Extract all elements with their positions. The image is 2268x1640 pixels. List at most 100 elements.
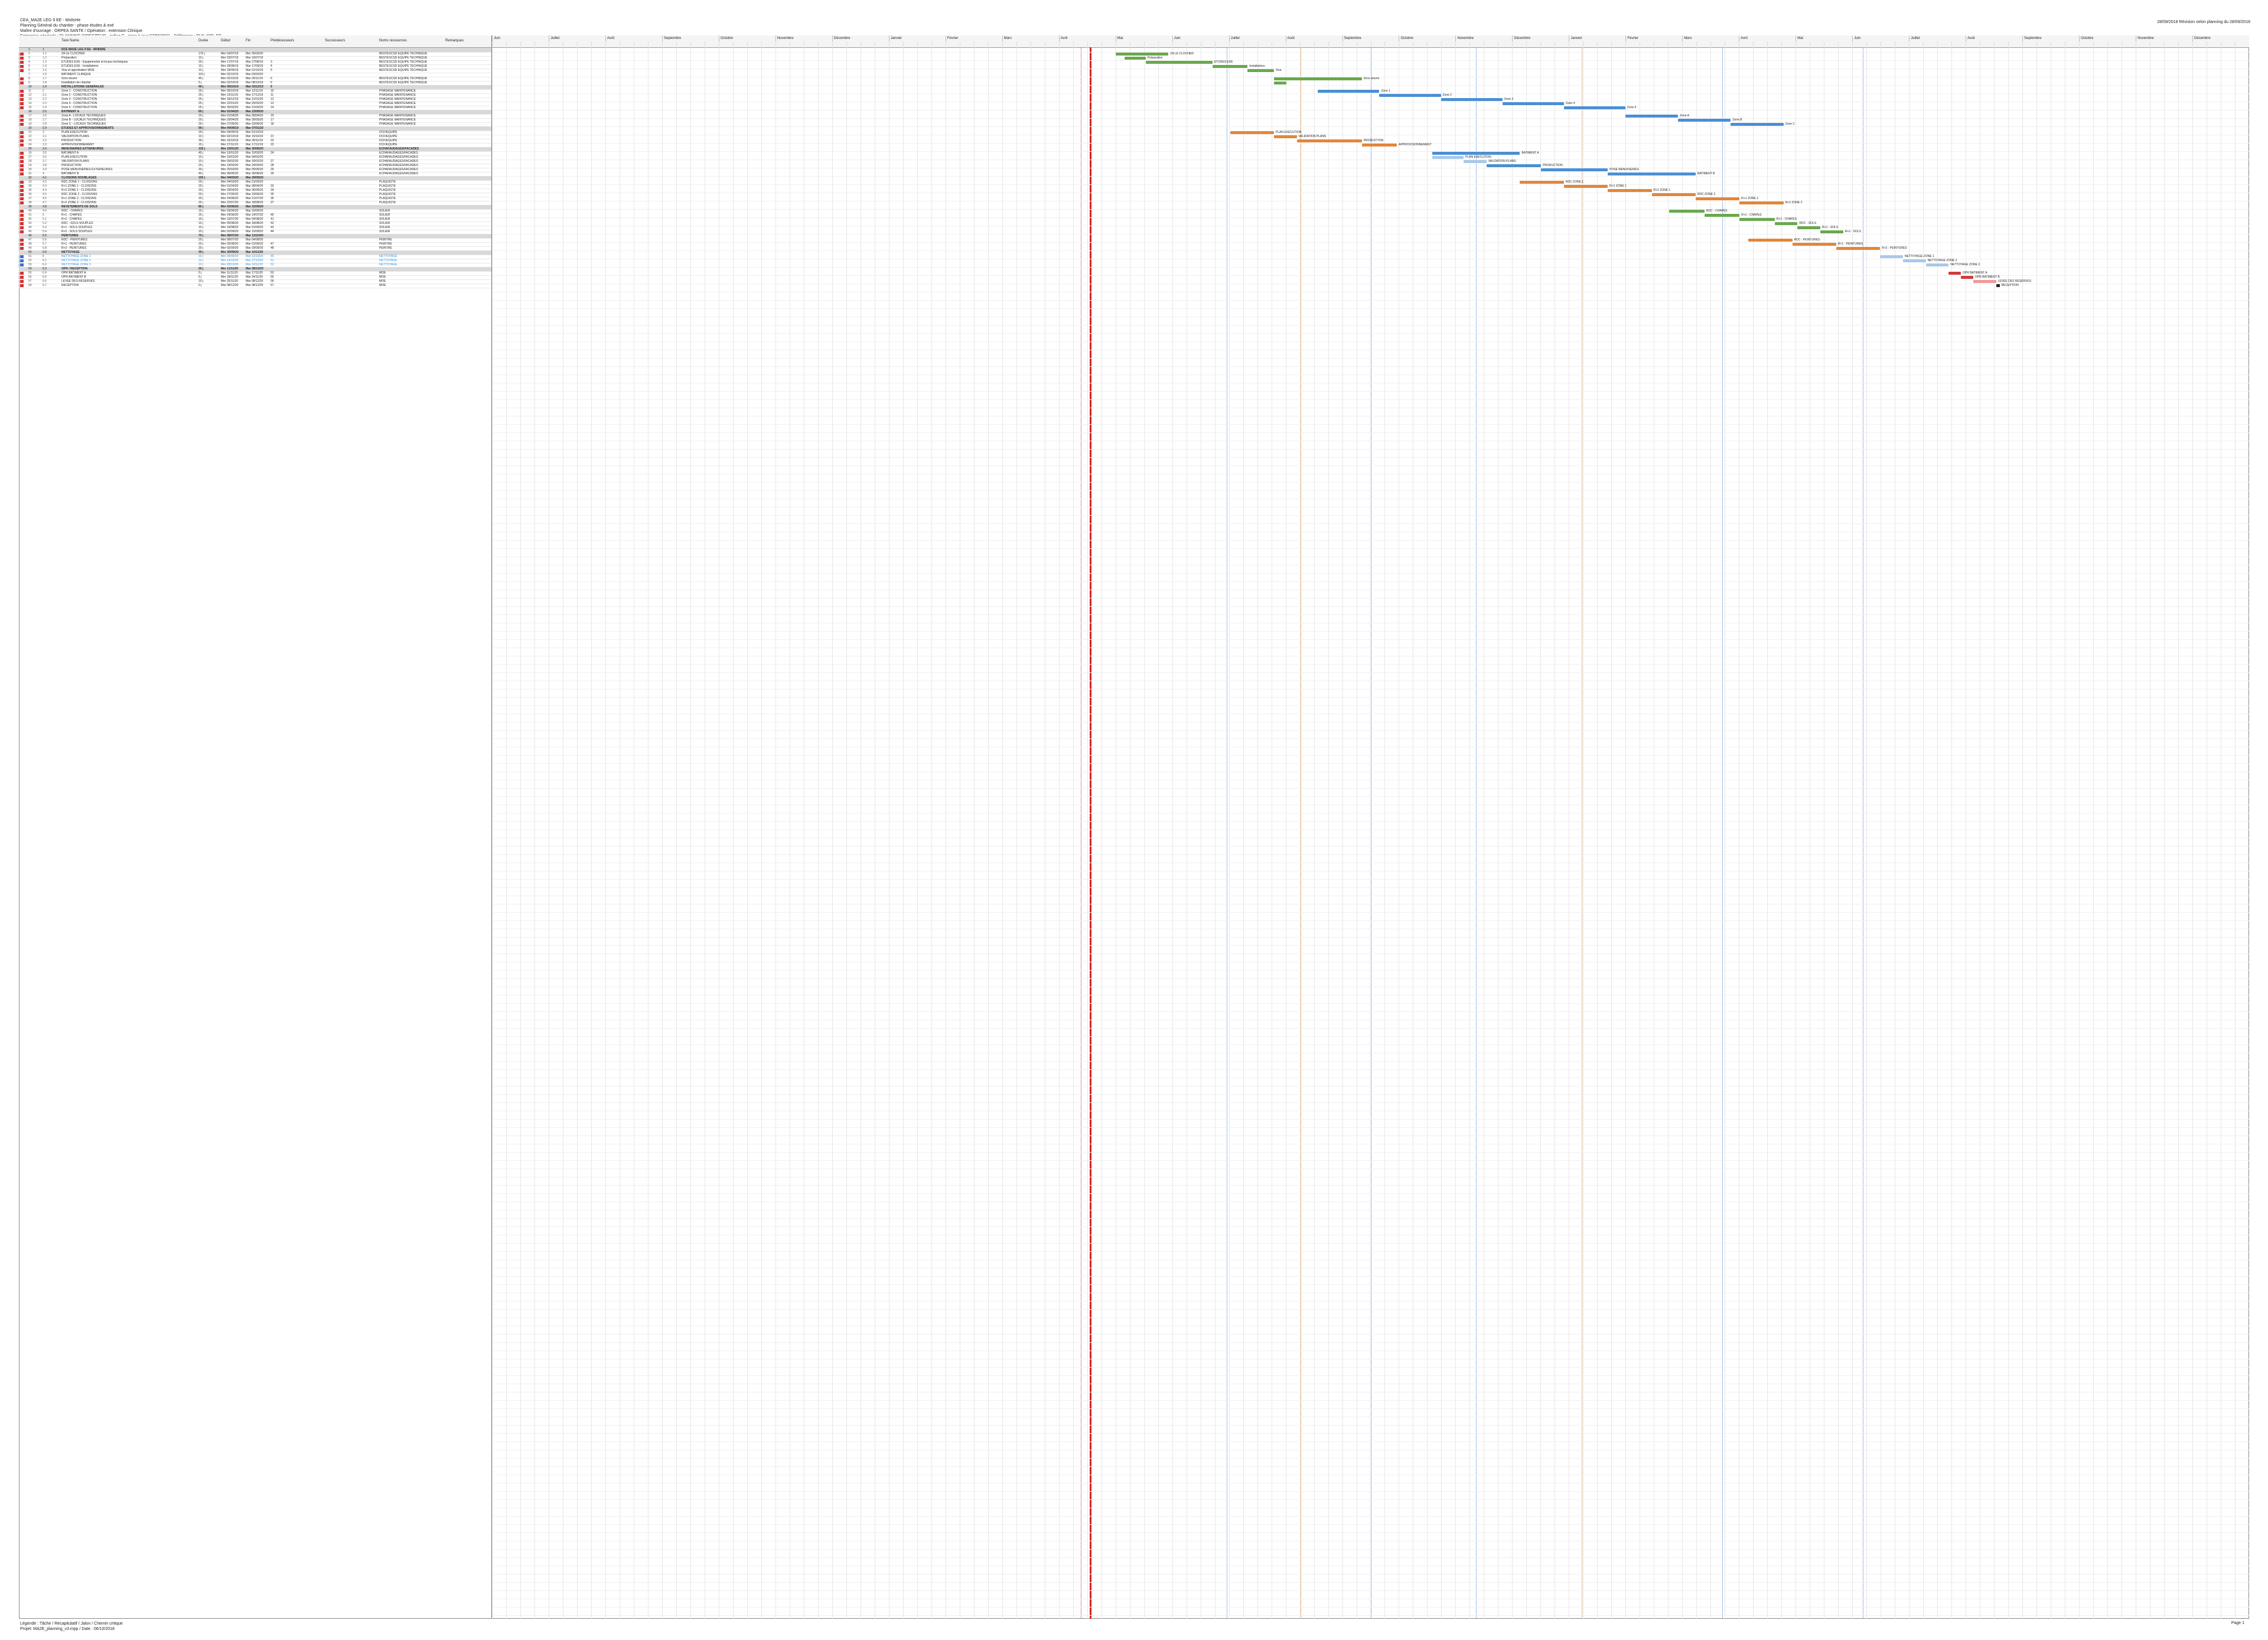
task-row[interactable]: 43 5.2 RDC - SOLS SOUPLES 10 j Mer 05/08/20 M… (19, 222, 491, 226)
task-bar[interactable] (1502, 102, 1564, 105)
task-bar[interactable] (1902, 259, 1926, 262)
task-bar[interactable] (1608, 189, 1652, 192)
task-bar[interactable] (1247, 69, 1274, 72)
task-bar[interactable] (1464, 160, 1487, 163)
task-row[interactable]: 26 3.5 BATIMENT A 40 j Mer 15/01/20 Mar 10/03… (19, 151, 491, 156)
task-bar[interactable] (1774, 222, 1798, 225)
task-bar[interactable] (1996, 284, 2000, 287)
task-row[interactable]: 29 3.8 PRODUCTION 25 j Mer 19/02/20 Mar 24/03… (19, 164, 491, 168)
task-row[interactable]: 2 1.1 ZA LE CLOCHER 170 j Mer 03/07/19 Mer 26… (19, 52, 491, 57)
task-bar[interactable] (1230, 131, 1274, 134)
col-end-header[interactable]: Fin (246, 39, 251, 43)
task-bar[interactable] (1361, 144, 1397, 147)
task-bar[interactable] (1273, 77, 1362, 80)
summary-task-row[interactable]: 54 6.3 OPR / RECEPTION 20 j Mer 11/11/20 Mar … (19, 267, 491, 272)
task-row[interactable]: 30 3.9 POSE MENUISERIES EXTERIEURES 30 j Mer… (19, 168, 491, 173)
summary-task-row[interactable]: 46 5.5 PEINTURES 70 j Mer 08/07/20 Mar 13/10/… (19, 234, 491, 239)
task-row[interactable]: 56 6.5 OPR BATIMENT B 5 j Mer 18/11/20 Mar 24… (19, 275, 491, 280)
task-bar[interactable] (1116, 53, 1169, 56)
task-bar[interactable] (1379, 94, 1441, 97)
summary-task-row[interactable]: 32 4.1 CLOISONS DOUBLAGES 150 j Mer 04/03/20… (19, 176, 491, 181)
task-bar[interactable] (1731, 123, 1784, 126)
task-bar[interactable] (1212, 65, 1248, 68)
task-bar[interactable] (1836, 247, 1881, 250)
task-row[interactable]: 48 5.7 R+1 - PEINTURES 20 j Mer 05/08/20 Mar … (19, 242, 491, 247)
task-row[interactable]: 3 1.2 Préparation 10 j Mer 03/07/19 Mar 16/07… (19, 56, 491, 61)
task-bar[interactable] (1563, 185, 1608, 188)
summary-task-row[interactable]: 25 3.4 MENUISERIES EXTERIEURES 120 j Mer 15/… (19, 147, 491, 152)
task-row[interactable]: 5 1.4 ETUDES EXE - Installations 15 j Mer 28… (19, 64, 491, 69)
task-bar[interactable] (1695, 197, 1740, 200)
task-row[interactable]: 4 1.3 ETUDES EXE - Equipements et locaux t… (19, 60, 491, 65)
col-predecessors-header[interactable]: Prédécesseurs (271, 39, 295, 43)
task-row[interactable]: 17 2.6 Zone A - LOCAUX TECHNIQUES 20 j Mer 0… (19, 114, 491, 119)
task-bar[interactable] (1925, 263, 1949, 266)
task-row[interactable]: 44 5.3 R+1 - SOLS SOUPLES 10 j Mer 19/08/20 M… (19, 226, 491, 230)
task-bar[interactable] (1961, 276, 1973, 279)
task-row[interactable]: 14 2.3 Zone 4 - CONSTRUCTION 25 j Mer 22/01/… (19, 102, 491, 106)
task-row[interactable]: 23 3.2 PRODUCTION 30 j Mer 16/10/19 Mar 26/11… (19, 139, 491, 144)
task-row[interactable]: 18 2.7 Zone B - LOCAUX TECHNIQUES 20 j Mer 2… (19, 118, 491, 123)
summary-task-row[interactable]: 20 2.9 ETUDES ET APPROVISIONNEMENTS 90 j Mer… (19, 126, 491, 131)
task-bar[interactable] (1273, 82, 1286, 84)
summary-task-row[interactable]: 10 1.9 INSTALLATIONS GENERALES 40 j Mer 09/1… (19, 85, 491, 90)
task-row[interactable]: 42 5.1 R+2 - CHAPES 15 j Mer 15/07/20 Mar 04/… (19, 217, 491, 222)
task-row[interactable]: 40 4.9 RDC - CHAPES 15 j Mer 03/06/20 Mar 23/… (19, 209, 491, 214)
task-bar[interactable] (1739, 201, 1784, 204)
task-bar[interactable] (1651, 193, 1696, 196)
task-row[interactable]: 47 5.6 RDC - PEINTURES 20 j Mer 08/07/20 Mar … (19, 238, 491, 243)
summary-task-row[interactable]: 16 2.5 BATIMENT A 60 j Mer 01/04/20 Mar 23/06… (19, 110, 491, 115)
task-row[interactable]: 55 6.4 OPR BATIMENT A 5 j Mer 11/11/20 Mar 17… (19, 271, 491, 276)
task-bar[interactable] (1432, 156, 1464, 159)
task-row[interactable]: 57 6.6 LEVEE DES RESERVES 10 j Mer 25/11/20 M… (19, 279, 491, 284)
task-bar[interactable] (1973, 280, 1996, 283)
task-bar[interactable] (1125, 57, 1146, 60)
task-row[interactable]: 12 2.1 Zone 2 - CONSTRUCTION 25 j Mer 13/11/… (19, 93, 491, 98)
task-row[interactable]: 51 6 NETTOYAGE ZONE 1 10 j Mer 30/09/20 Mar 1… (19, 255, 491, 259)
task-row[interactable]: 33 4.2 RDC ZONE 1 - CLOISONS 20 j Mer 04/03/… (19, 180, 491, 185)
task-bar[interactable] (1541, 168, 1608, 171)
col-duration-header[interactable]: Durée (198, 39, 208, 43)
task-row[interactable]: 27 3.6 PLAN EXECUTION 15 j Mer 15/01/20 Mar 0… (19, 155, 491, 160)
task-row[interactable]: 7 1.6 BATIMENT CLINIQUE 110 j Mer 02/10/19 Ma… (19, 73, 491, 77)
task-bar[interactable] (1704, 214, 1740, 217)
task-row[interactable]: 28 3.7 VALIDATION PLANS 10 j Mer 05/02/20 Mar… (19, 160, 491, 164)
task-row[interactable]: 41 5 R+1 - CHAPES 15 j Mer 24/06/20 Mar 14/07… (19, 213, 491, 218)
col-task-name-header[interactable]: Task Name (61, 39, 80, 43)
task-bar[interactable] (1520, 181, 1564, 184)
col-resources-header[interactable]: Noms ressources (379, 39, 407, 43)
task-row[interactable]: 37 4.6 R+1 ZONE 2 - CLOISONS 20 j Mer 24/06/… (19, 197, 491, 201)
col-successors-header[interactable]: Successeurs (325, 39, 346, 43)
task-bar[interactable] (1145, 61, 1213, 64)
task-row[interactable]: 52 6.1 NETTOYAGE ZONE 2 10 j Mer 14/10/20 Mar… (19, 259, 491, 263)
task-bar[interactable] (1678, 119, 1731, 122)
task-bar[interactable] (1739, 218, 1775, 221)
task-row[interactable]: 13 2.2 Zone 3 - CONSTRUCTION 25 j Mer 18/12/… (19, 97, 491, 102)
task-bar[interactable] (1486, 164, 1542, 167)
task-bar[interactable] (1880, 255, 1903, 258)
task-row[interactable]: 6 1.5 Visa et approbation MOE 10 j Mer 18/09… (19, 69, 491, 73)
task-bar[interactable] (1441, 98, 1503, 101)
task-bar[interactable] (1273, 135, 1297, 138)
task-row[interactable]: 11 2 Zone 1 - CONSTRUCTION 25 j Mer 09/10/19… (19, 89, 491, 94)
task-row[interactable]: 35 4.4 R+2 ZONE 1 - CLOISONS 20 j Mer 29/04/… (19, 188, 491, 193)
task-bar[interactable] (1820, 230, 1843, 233)
task-row[interactable]: 21 3 PLAN EXECUTION 20 j Mer 04/09/19 Mar 01/… (19, 131, 491, 135)
task-row[interactable]: 58 6.7 RECEPTION 0 j Mar 08/12/20 Mar 08/12/2… (19, 284, 491, 288)
task-bar[interactable] (1296, 139, 1362, 142)
task-bar[interactable] (1948, 272, 1961, 275)
task-bar[interactable] (1797, 226, 1821, 229)
task-bar[interactable] (1792, 243, 1836, 246)
summary-task-row[interactable]: 39 4.8 REVETEMENTS DE SOLS 80 j Mer 03/06/20… (19, 205, 491, 210)
col-start-header[interactable]: Début (221, 39, 231, 43)
task-row[interactable]: 34 4.3 R+1 ZONE 1 - CLOISONS 20 j Mer 01/04/… (19, 184, 491, 189)
task-bar[interactable] (1563, 106, 1625, 109)
task-bar[interactable] (1625, 115, 1679, 118)
task-row[interactable]: 8 1.7 Gros œuvre 40 j Mer 02/10/19 Mar 26/11/… (19, 77, 491, 82)
task-bar[interactable] (1608, 173, 1696, 175)
task-bar[interactable] (1669, 210, 1705, 213)
task-bar[interactable] (1318, 90, 1380, 93)
task-bar[interactable] (1432, 152, 1520, 155)
task-row[interactable]: 36 4.5 RDC ZONE 2 - CLOISONS 20 j Mer 27/05/… (19, 193, 491, 197)
summary-task-row[interactable]: 1 1 DCE MA2E LEG 9 EE - MX8SHE (19, 48, 491, 53)
